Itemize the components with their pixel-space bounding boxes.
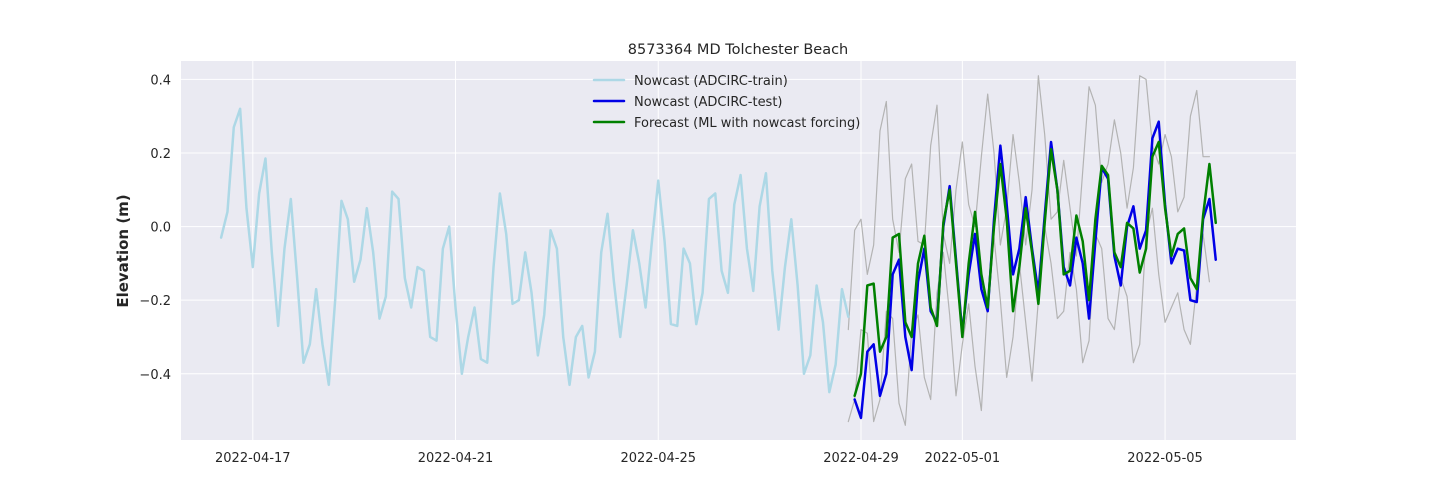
y-tick-labels: −0.4 −0.2 0.0 0.2 0.4 xyxy=(139,73,171,382)
x-tick-label: 2022-04-25 xyxy=(620,451,696,466)
x-tick-label: 2022-04-17 xyxy=(215,451,291,466)
y-tick-label: 0.2 xyxy=(150,147,171,162)
legend-label-test: Nowcast (ADCIRC-test) xyxy=(634,95,783,110)
y-tick-label: −0.2 xyxy=(139,294,171,309)
legend-label-forecast: Forecast (ML with nowcast forcing) xyxy=(634,116,860,131)
x-tick-label: 2022-04-29 xyxy=(823,451,899,466)
plot-area xyxy=(181,61,1296,440)
series-line-forecast xyxy=(853,140,1217,398)
y-axis-label: Elevation (m) xyxy=(114,194,132,307)
envelope-lower-line xyxy=(847,207,1211,426)
y-tick-label: 0.4 xyxy=(150,73,171,88)
series-layer xyxy=(219,75,1217,426)
series-line-train xyxy=(219,107,850,394)
x-tick-labels: 2022-04-17 2022-04-21 2022-04-25 2022-04-29… xyxy=(215,451,1203,466)
y-tick-label: 0.0 xyxy=(150,221,171,236)
y-tick-label: −0.4 xyxy=(139,368,171,383)
x-tick-label: 2022-04-21 xyxy=(418,451,494,466)
legend-label-train: Nowcast (ADCIRC-train) xyxy=(634,74,788,89)
x-tick-label: 2022-05-05 xyxy=(1127,451,1203,466)
chart-title: 8573364 MD Tolchester Beach xyxy=(628,42,849,58)
legend: Nowcast (ADCIRC-train) Nowcast (ADCIRC-t… xyxy=(592,74,860,131)
x-tick-label: 2022-05-01 xyxy=(925,451,1001,466)
